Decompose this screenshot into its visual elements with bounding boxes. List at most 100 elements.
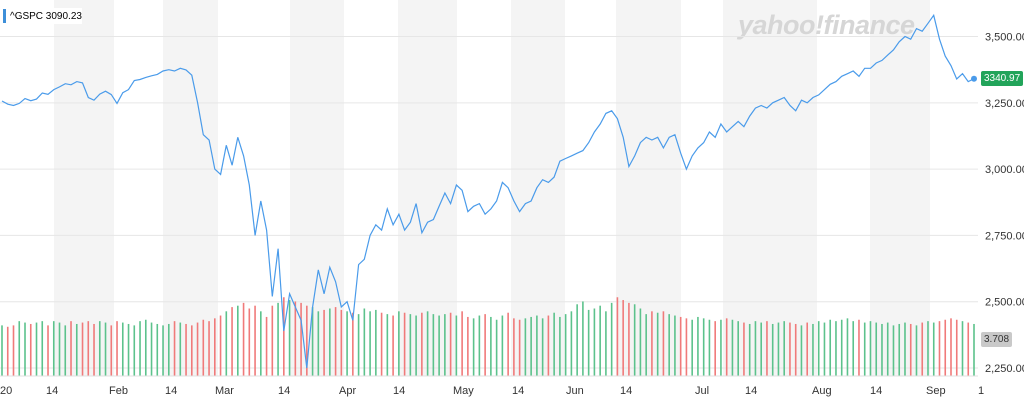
x-tick-label-8: May	[453, 385, 474, 397]
y-tick-label-5: 2,250.00	[985, 363, 1024, 375]
month-band-7	[870, 0, 930, 376]
volume-bar-91	[524, 318, 527, 376]
volume-bar-11	[64, 325, 67, 376]
volume-bar-149	[858, 319, 860, 376]
volume-bar-23	[133, 325, 136, 376]
volume-bar-0	[1, 325, 3, 376]
volume-bar-75	[432, 314, 435, 376]
volume-bar-166	[955, 319, 958, 376]
volume-bar-119	[685, 318, 688, 376]
x-tick-label-14: Aug	[812, 385, 832, 397]
volume-bar-5	[29, 323, 32, 376]
volume-bar-17	[98, 321, 101, 376]
volume-bar-42	[242, 302, 245, 376]
volume-bar-55	[317, 311, 320, 376]
volume-bar-157	[904, 322, 906, 376]
volume-bar-76	[438, 315, 440, 376]
volume-bar-143	[823, 322, 826, 376]
volume-bar-98	[564, 314, 567, 376]
volume-bar-6	[35, 322, 38, 376]
volume-bar-70	[403, 312, 406, 376]
volume-bar-96	[553, 312, 555, 376]
symbol-badge[interactable]: ^GSPC 3090.23	[3, 8, 82, 24]
volume-bar-71	[409, 314, 412, 376]
volume-bar-153	[881, 323, 883, 376]
volume-bar-12	[70, 321, 72, 376]
volume-bar-48	[277, 302, 279, 376]
volume-bar-99	[570, 311, 573, 376]
volume-bar-32	[185, 323, 187, 376]
volume-bar-57	[329, 308, 331, 376]
volume-bar-113	[651, 311, 653, 376]
x-tick-label-3: 14	[165, 385, 177, 397]
volume-bar-121	[697, 316, 699, 376]
volume-bar-145	[835, 321, 837, 376]
volume-bar-103	[593, 308, 596, 376]
volume-bar-1	[6, 326, 9, 376]
symbol-label: ^GSPC 3090.23	[10, 10, 82, 22]
volume-bar-118	[679, 316, 682, 376]
last-point-marker	[971, 75, 977, 82]
volume-bar-117	[674, 315, 676, 376]
volume-bar-62	[357, 314, 360, 376]
x-tick-label-12: Jul	[695, 385, 709, 397]
volume-bar-58	[334, 307, 337, 376]
volume-bar-92	[530, 316, 532, 376]
volume-bar-77	[444, 314, 446, 376]
volume-bar-7	[41, 321, 44, 376]
volume-bar-130	[748, 323, 751, 376]
volume-bar-82	[472, 318, 475, 376]
volume-bar-140	[806, 322, 809, 376]
volume-bar-64	[369, 311, 371, 376]
volume-bar-110	[633, 304, 636, 376]
volume-bar-127	[731, 319, 734, 376]
volume-bar-161	[927, 321, 929, 376]
volume-bar-67	[386, 314, 389, 376]
volume-bar-115	[662, 311, 665, 376]
volume-bar-163	[938, 321, 941, 376]
x-tick-label-15: 14	[870, 385, 882, 397]
x-tick-label-2: Feb	[109, 385, 128, 397]
volume-bar-107	[616, 297, 619, 376]
volume-bar-114	[656, 312, 659, 376]
volume-bar-160	[921, 322, 924, 376]
volume-bar-68	[392, 315, 394, 376]
volume-bar-49	[283, 297, 285, 376]
volume-bar-52	[300, 302, 302, 376]
volume-bar-10	[58, 322, 61, 376]
volume-bar-132	[760, 322, 762, 376]
volume-bar-14	[81, 322, 84, 376]
volume-bar-37	[214, 318, 216, 376]
volume-bar-102	[587, 309, 590, 376]
y-tick-label-0: 3,500.00	[985, 32, 1024, 44]
volume-bar-63	[363, 308, 366, 376]
x-tick-label-17: 1	[978, 385, 984, 397]
volume-bar-46	[265, 316, 268, 376]
volume-bar-21	[121, 322, 124, 376]
x-tick-label-0: 20	[0, 385, 12, 397]
volume-bar-88	[507, 312, 509, 376]
volume-bar-131	[754, 321, 757, 376]
x-tick-label-9: 14	[512, 385, 524, 397]
volume-bar-105	[605, 311, 607, 376]
volume-bar-30	[173, 321, 176, 376]
volume-bar-24	[139, 321, 141, 376]
x-tick-label-6: Apr	[339, 385, 356, 397]
x-tick-label-4: Mar	[215, 385, 234, 397]
volume-bar-159	[915, 325, 918, 376]
volume-bar-73	[421, 312, 423, 376]
volume-bar-151	[869, 321, 872, 376]
volume-bar-79	[455, 315, 458, 376]
volume-bar-65	[375, 309, 377, 376]
volume-bar-35	[202, 319, 205, 376]
volume-bar-162	[932, 322, 935, 376]
volume-bar-165	[950, 318, 952, 376]
volume-bar-94	[541, 318, 544, 376]
volume-bar-133	[766, 321, 768, 376]
volume-bar-53	[306, 305, 308, 376]
volume-bar-66	[380, 312, 383, 376]
volume-bar-78	[449, 312, 452, 376]
volume-bar-15	[87, 321, 90, 376]
volume-bar-56	[323, 309, 325, 376]
